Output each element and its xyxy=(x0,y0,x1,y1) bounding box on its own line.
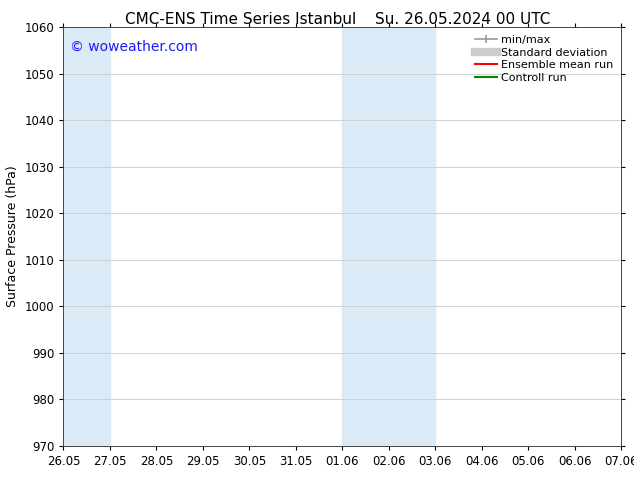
Text: CMC-ENS Time Series Istanbul: CMC-ENS Time Series Istanbul xyxy=(126,12,356,27)
Bar xyxy=(342,27,436,446)
Legend: min/max, Standard deviation, Ensemble mean run, Controll run: min/max, Standard deviation, Ensemble me… xyxy=(470,30,618,88)
Bar xyxy=(63,27,110,446)
Text: © woweather.com: © woweather.com xyxy=(70,40,198,53)
Y-axis label: Surface Pressure (hPa): Surface Pressure (hPa) xyxy=(6,166,19,307)
Text: Su. 26.05.2024 00 UTC: Su. 26.05.2024 00 UTC xyxy=(375,12,550,27)
